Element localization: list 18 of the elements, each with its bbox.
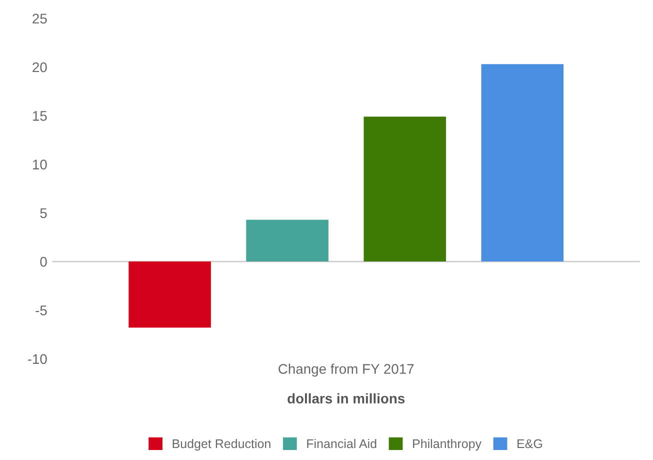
legend-label: Financial Aid	[307, 438, 376, 448]
bar	[364, 116, 446, 262]
legend-label: E&G	[518, 439, 542, 448]
x-tick-label: Change from FY 2017	[278, 364, 414, 377]
legend-label: Philanthropy	[413, 438, 482, 451]
y-tick-label: 0	[40, 256, 47, 267]
y-tick-label: 5	[40, 208, 47, 218]
y-tick-label: 10	[32, 160, 47, 170]
y-tick-label: 15	[32, 111, 47, 121]
legend-label: Budget Reduction	[172, 438, 270, 451]
bar	[128, 262, 211, 328]
bar	[481, 64, 564, 262]
bar	[246, 220, 328, 262]
y-tick-label: -10	[28, 354, 47, 364]
y-tick-label: 20	[32, 62, 47, 72]
x-axis-title: dollars in millions	[288, 393, 405, 404]
y-tick-label: 25	[32, 14, 47, 24]
y-tick-label: -5	[36, 306, 47, 316]
